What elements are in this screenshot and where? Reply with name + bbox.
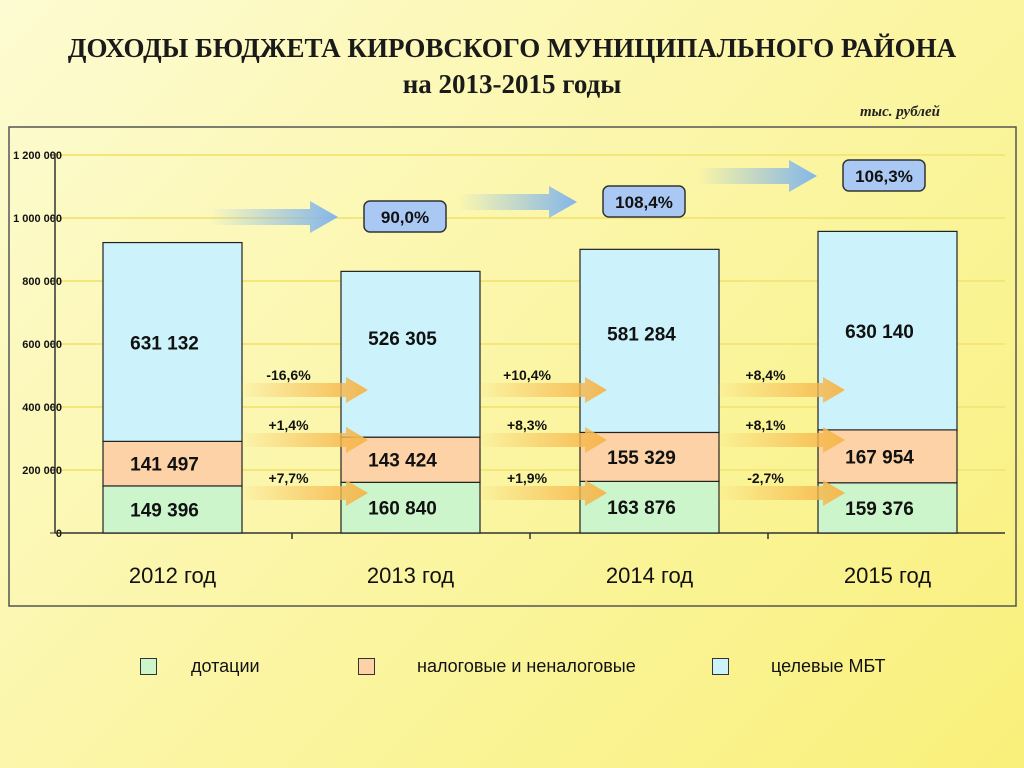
data-label-celevye: 631 132 bbox=[130, 333, 199, 354]
chart-title: ДОХОДЫ БЮДЖЕТА КИРОВСКОГО МУНИЦИПАЛЬНОГО… bbox=[0, 30, 1024, 102]
growth-badge bbox=[363, 200, 447, 233]
data-label-celevye: 581 284 bbox=[607, 324, 676, 345]
data-label-dotacii: 160 840 bbox=[368, 499, 437, 520]
legend-swatch-celevye bbox=[712, 658, 729, 675]
plot-frame bbox=[8, 126, 1017, 607]
bars: 149 396 141 497 631 132 160 840 143 424 526 3… bbox=[102, 230, 958, 534]
change-arrow bbox=[475, 480, 607, 506]
legend-swatch-dotacii bbox=[140, 658, 157, 675]
growth-arrow bbox=[210, 201, 338, 233]
growth-arrow bbox=[459, 186, 577, 218]
data-label-celevye: 526 305 bbox=[368, 329, 437, 350]
data-label-nalogovye: 143 424 bbox=[368, 451, 437, 472]
change-arrow bbox=[475, 377, 607, 403]
change-label: -2,7% bbox=[747, 470, 784, 486]
x-tick-label: 2012 год bbox=[129, 563, 216, 588]
bar-segment-celevye bbox=[817, 230, 958, 431]
y-tick-label: 1 200 000 bbox=[13, 150, 62, 162]
title-line-2: на 2013-2015 годы bbox=[402, 69, 622, 99]
legend-label-dotacii: дотации bbox=[191, 656, 260, 676]
y-tick-label: 600 000 bbox=[22, 339, 62, 351]
change-arrows: -16,6% +1,4% +7,7% +10,4% +8,3% +1,9% +8,4% +8,… bbox=[210, 159, 926, 506]
legend-celevye: целевые МБТ bbox=[712, 656, 886, 677]
change-label: +8,3% bbox=[507, 417, 548, 433]
legend-nalogovye: налоговые и неналоговые bbox=[358, 656, 636, 677]
data-label-dotacii: 159 376 bbox=[845, 499, 914, 520]
x-tick-label: 2015 год bbox=[844, 563, 931, 588]
data-label-nalogovye: 155 329 bbox=[607, 448, 676, 469]
data-label-celevye: 630 140 bbox=[845, 322, 914, 343]
change-label: +7,7% bbox=[268, 470, 309, 486]
change-label: +8,1% bbox=[745, 417, 786, 433]
change-label: +1,9% bbox=[507, 470, 548, 486]
data-label-nalogovye: 167 954 bbox=[845, 447, 914, 468]
growth-badge-label: 108,4% bbox=[615, 193, 673, 212]
change-label: +10,4% bbox=[503, 367, 551, 383]
bar-segment-nalogovye bbox=[102, 440, 243, 487]
change-arrow bbox=[237, 427, 368, 453]
bar-segment-celevye bbox=[340, 270, 481, 438]
change-label: +1,4% bbox=[268, 417, 309, 433]
x-axis-labels: 2012 год 2013 год 2014 год 2015 год bbox=[129, 563, 931, 588]
unit-label: тыс. рублей bbox=[860, 104, 941, 120]
growth-badge bbox=[842, 159, 926, 192]
bar-segment-celevye bbox=[102, 241, 243, 442]
growth-badge-label: 90,0% bbox=[381, 208, 429, 227]
change-label: +8,4% bbox=[745, 367, 786, 383]
change-arrow bbox=[475, 427, 607, 453]
legend-label-celevye: целевые МБТ bbox=[771, 656, 886, 676]
y-tick-label: 400 000 bbox=[22, 402, 62, 414]
x-tick-label: 2013 год bbox=[367, 563, 454, 588]
stacked-bar-chart: 0 200 000 400 000 600 000 800 000 1 000 000 1 … bbox=[8, 126, 1017, 607]
change-arrow bbox=[237, 480, 368, 506]
legend-dotacii: дотации bbox=[140, 656, 260, 677]
change-label: -16,6% bbox=[266, 367, 311, 383]
title-line-1: ДОХОДЫ БЮДЖЕТА КИРОВСКОГО МУНИЦИПАЛЬНОГО… bbox=[67, 33, 957, 63]
bar-segment-dotacii bbox=[579, 480, 720, 534]
legend-label-nalogovye: налоговые и неналоговые bbox=[417, 656, 636, 676]
data-label-dotacii: 163 876 bbox=[607, 498, 676, 519]
legend-swatch-nalogovye bbox=[358, 658, 375, 675]
data-label-dotacii: 149 396 bbox=[130, 500, 199, 521]
growth-badge bbox=[602, 185, 686, 218]
y-tick-label: 0 bbox=[56, 528, 62, 540]
x-tick-label: 2014 год bbox=[606, 563, 693, 588]
change-arrow bbox=[714, 480, 845, 506]
data-label-nalogovye: 141 497 bbox=[130, 455, 199, 476]
growth-badge-label: 106,3% bbox=[855, 167, 913, 186]
bar-segment-celevye bbox=[579, 248, 720, 434]
y-tick-label: 800 000 bbox=[22, 276, 62, 288]
y-tick-label: 200 000 bbox=[22, 465, 62, 477]
bar-segment-nalogovye bbox=[340, 436, 481, 483]
y-tick-label: 1 000 000 bbox=[13, 213, 62, 225]
change-arrow bbox=[714, 377, 845, 403]
change-arrow bbox=[237, 377, 368, 403]
bar-segment-dotacii bbox=[102, 485, 243, 534]
change-arrow bbox=[714, 427, 845, 453]
growth-arrow bbox=[698, 160, 817, 192]
